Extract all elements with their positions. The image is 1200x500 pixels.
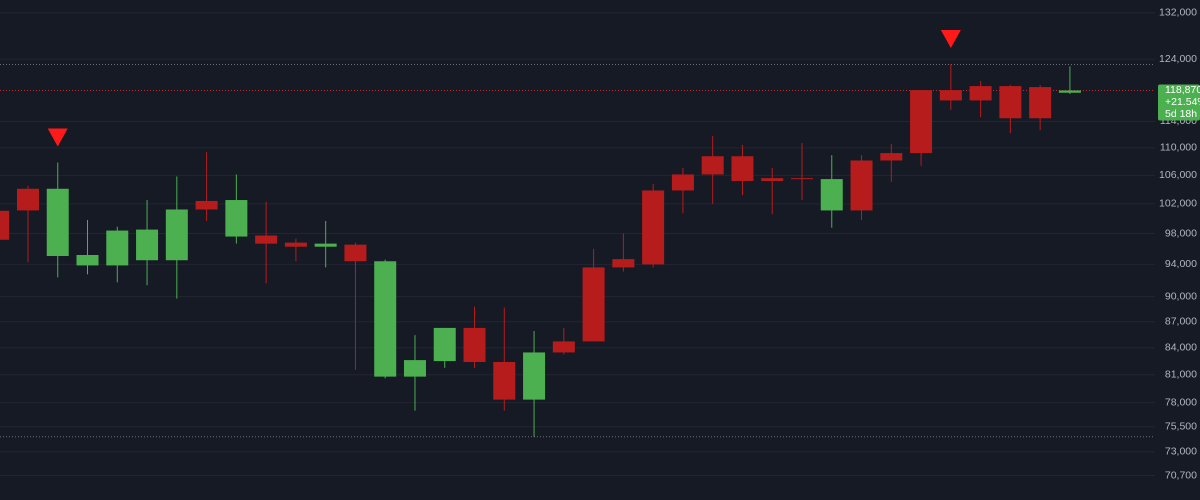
candle-body [195,200,218,210]
candle-body [255,235,278,244]
candle-body [344,244,367,262]
price-label: 118,870 [1165,84,1200,96]
candle-body [642,190,665,265]
candle-body [1058,90,1081,93]
candle-body [939,90,962,101]
candle-body [1029,87,1052,119]
countdown-label: 5d 18h [1165,108,1197,120]
candle-body [314,243,337,247]
candle-body [999,86,1022,119]
candle-body [165,209,188,261]
candle-body [225,200,248,237]
y-tick-label: 73,000 [1165,446,1197,458]
y-tick-label: 124,000 [1159,53,1197,65]
y-tick-label: 110,000 [1160,142,1197,154]
candle-body [46,188,69,257]
sell-signal [47,128,68,147]
y-tick-label: 78,000 [1165,396,1197,408]
y-tick-label: 102,000 [1159,198,1197,210]
change-label: +21.54% [1165,96,1200,108]
candle-body [523,352,546,400]
y-tick-label: 90,000 [1165,290,1197,302]
y-tick-label: 81,000 [1165,368,1197,380]
y-tick-label: 84,000 [1165,342,1197,354]
candle-body [76,254,99,266]
candle-body [880,153,903,161]
candle-body [612,259,635,268]
candle-body [106,230,129,266]
candle-body [731,156,754,181]
y-tick-label: 70,700 [1165,469,1197,481]
sell-signal [940,30,961,49]
candle-body [0,210,10,240]
candle-body [969,86,992,101]
candle-body [16,188,39,211]
y-tick-label: 87,000 [1165,316,1197,328]
y-tick-label: 98,000 [1165,227,1197,239]
y-tick-label: 75,500 [1165,421,1197,433]
candle-body [820,179,843,211]
candle-body [790,178,813,180]
candle-body [284,242,307,247]
candle-body [910,90,933,154]
y-tick-label: 106,000 [1159,169,1197,181]
candle-body [761,178,784,181]
candle-body [403,360,426,377]
candle-body [136,229,159,261]
candle-body [850,160,873,211]
candle-body [701,156,724,175]
y-tick-label: 94,000 [1165,258,1197,270]
candle-body [374,261,397,377]
candle-body [433,327,456,362]
candle-body [493,362,516,400]
candle-body [671,174,694,191]
y-tick-label: 132,000 [1159,7,1197,19]
candle-body [582,267,605,342]
candle-body [552,341,575,353]
candle-body [463,327,486,363]
price-badge [1158,84,1200,121]
